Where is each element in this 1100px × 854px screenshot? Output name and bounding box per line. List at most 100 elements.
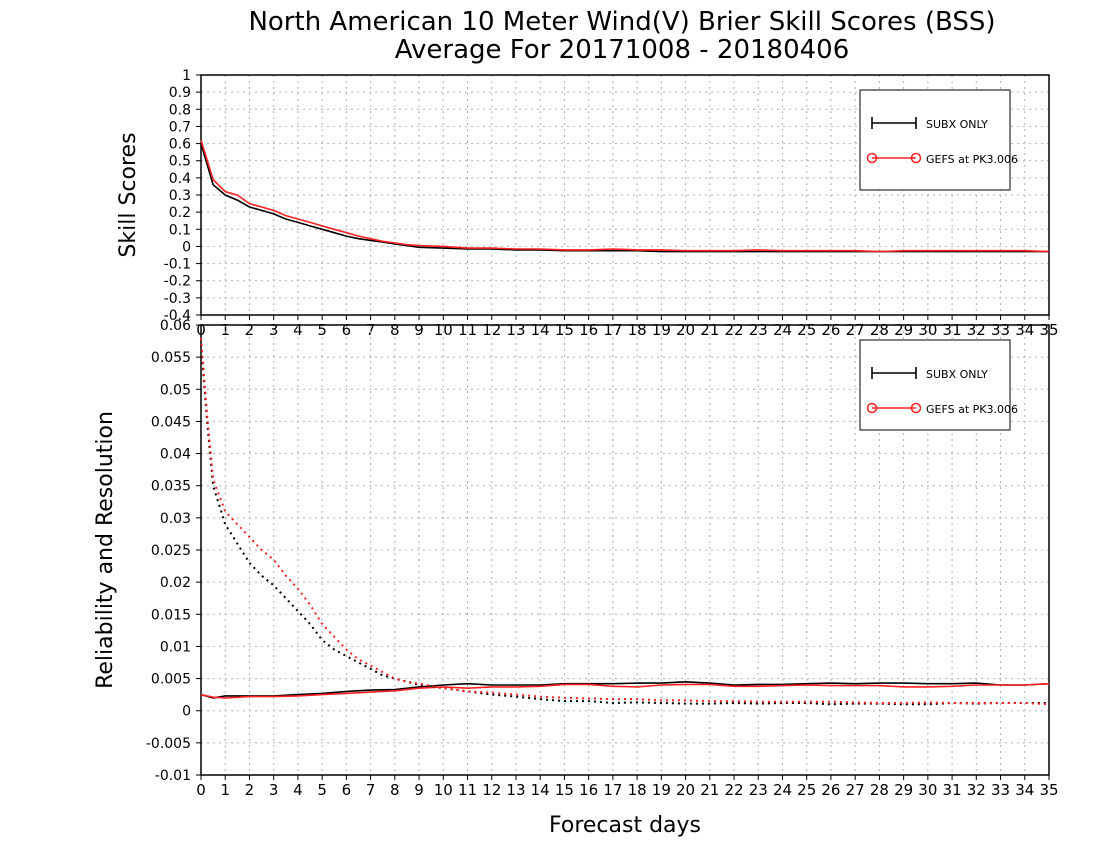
x-tick-label: 26 — [821, 321, 840, 339]
y-tick-label: -0.005 — [146, 736, 191, 752]
legend-box — [859, 339, 1011, 431]
x-tick-label: 8 — [390, 781, 400, 799]
x-tick-label: 34 — [1015, 321, 1034, 339]
x-tick-label: 24 — [773, 321, 792, 339]
chart-title-line1: North American 10 Meter Wind(V) Brier Sk… — [248, 7, 995, 37]
x-tick-label: 16 — [579, 781, 598, 799]
x-tick-label: 17 — [603, 321, 622, 339]
y-tick-label: -0.1 — [164, 257, 191, 273]
y-tick-label: 0.7 — [169, 119, 191, 135]
x-tick-label: 21 — [700, 781, 719, 799]
x-tick-label: 32 — [967, 781, 986, 799]
x-tick-label: 20 — [676, 781, 695, 799]
y-tick-label: 0.6 — [169, 137, 191, 153]
x-tick-label: 14 — [531, 321, 550, 339]
panels: -0.4-0.3-0.2-0.100.10.20.30.40.50.60.70.… — [93, 68, 1059, 799]
series-line-solid — [200, 139, 1050, 253]
x-tick-label: 7 — [366, 321, 376, 339]
y-tick-label: 0.5 — [169, 154, 191, 170]
y-tick-label: 0 — [182, 239, 191, 255]
x-tick-label: 13 — [506, 781, 525, 799]
y-axis-label: Skill Scores — [116, 132, 141, 257]
y-tick-label: -0.3 — [164, 291, 191, 307]
legend-marker-circle — [866, 402, 878, 414]
x-tick-label: 8 — [390, 321, 400, 339]
x-tick-label: 19 — [652, 321, 671, 339]
y-tick-label: 0.02 — [160, 575, 191, 591]
x-tick-label: 20 — [676, 321, 695, 339]
x-tick-label: 17 — [603, 781, 622, 799]
x-tick-label: 13 — [506, 321, 525, 339]
x-tick-label: 30 — [918, 321, 937, 339]
x-tick-label: 18 — [628, 781, 647, 799]
x-tick-label: 22 — [724, 321, 743, 339]
x-tick-label: 6 — [342, 781, 352, 799]
y-tick-label: 0.045 — [151, 414, 191, 430]
x-tick-label: 29 — [894, 321, 913, 339]
x-tick-label: 27 — [846, 321, 865, 339]
legend-marker-circle — [866, 152, 878, 164]
y-tick-label: 0.01 — [160, 639, 191, 655]
x-tick-label: 28 — [870, 781, 889, 799]
x-tick-label: 34 — [1015, 781, 1034, 799]
y-tick-label: 0.06 — [160, 318, 191, 334]
y-tick-label: 0.005 — [151, 672, 191, 688]
y-tick-label: 0.055 — [151, 350, 191, 366]
y-tick-label: 0.015 — [151, 607, 191, 623]
x-tick-label: 31 — [943, 321, 962, 339]
x-tick-label: 25 — [797, 781, 816, 799]
x-tick-label: 10 — [434, 321, 453, 339]
x-tick-label: 9 — [414, 321, 424, 339]
x-tick-label: 19 — [652, 781, 671, 799]
x-tick-label: 30 — [918, 781, 937, 799]
x-tick-label: 6 — [342, 321, 352, 339]
legend-box — [859, 89, 1011, 191]
x-tick-label: 24 — [773, 781, 792, 799]
x-tick-label: 1 — [220, 781, 230, 799]
y-tick-label: 0.8 — [169, 102, 191, 118]
legend-entry-label: GEFS at PK3.006 — [926, 153, 1018, 166]
x-tick-label: 29 — [894, 781, 913, 799]
x-tick-label: 32 — [967, 321, 986, 339]
x-tick-label: 28 — [870, 321, 889, 339]
y-tick-label: 0.035 — [151, 479, 191, 495]
x-tick-label: 14 — [531, 781, 550, 799]
x-tick-label: 2 — [245, 781, 255, 799]
y-tick-label: 0.05 — [160, 382, 191, 398]
x-tick-label: 7 — [366, 781, 376, 799]
legend-entry-label: SUBX ONLY — [926, 368, 988, 381]
legend-marker-circle — [910, 402, 922, 414]
x-tick-label: 5 — [317, 781, 327, 799]
chart-title-line2: Average For 20171008 - 20180406 — [395, 35, 850, 65]
x-tick-label: 26 — [821, 781, 840, 799]
x-tick-label: 11 — [458, 781, 477, 799]
y-tick-label: -0.2 — [164, 274, 191, 290]
x-tick-label: 12 — [482, 781, 501, 799]
y-tick-label: 0.04 — [160, 447, 191, 463]
x-tick-label: 35 — [1039, 781, 1058, 799]
y-tick-label: 0.03 — [160, 511, 191, 527]
x-tick-label: 9 — [414, 781, 424, 799]
x-tick-label: 1 — [220, 321, 230, 339]
x-tick-label: 22 — [724, 781, 743, 799]
y-tick-label: -0.01 — [155, 768, 191, 784]
y-axis-label: Reliability and Resolution — [93, 411, 118, 689]
x-tick-label: 33 — [991, 781, 1010, 799]
y-tick-label: 0.2 — [169, 205, 191, 221]
y-tick-label: 0.9 — [169, 85, 191, 101]
y-tick-label: -0.4 — [164, 308, 191, 324]
y-tick-label: 0.3 — [169, 188, 191, 204]
x-tick-label: 15 — [555, 781, 574, 799]
x-tick-label: 15 — [555, 321, 574, 339]
panel-bottom: -0.01 -0.005 0 0.005 0.01 0.015 0.02 0.025 0.03 0… — [93, 318, 1059, 799]
x-tick-label: 10 — [434, 781, 453, 799]
x-tick-label: 23 — [749, 321, 768, 339]
x-tick-label: 4 — [293, 321, 303, 339]
x-tick-label: 2 — [245, 321, 255, 339]
x-tick-label: 4 — [293, 781, 303, 799]
y-tick-label: 1 — [182, 68, 191, 84]
x-tick-label: 18 — [628, 321, 647, 339]
series-line-solid — [200, 680, 1050, 699]
x-tick-label: 25 — [797, 321, 816, 339]
